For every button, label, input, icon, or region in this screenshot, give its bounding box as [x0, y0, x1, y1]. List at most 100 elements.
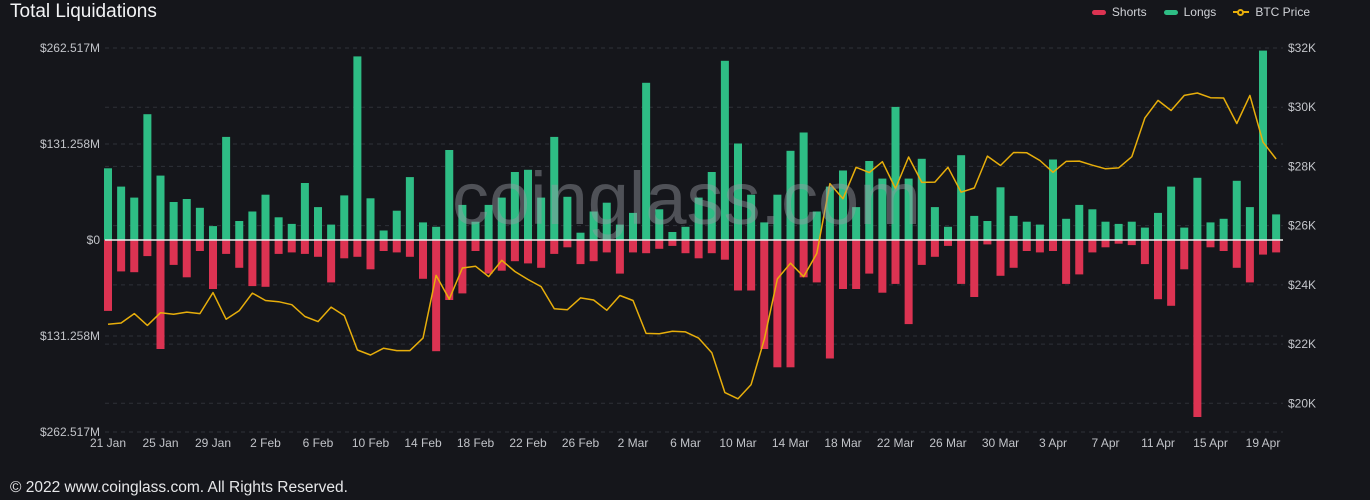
short-bar[interactable]	[169, 240, 178, 265]
short-bar[interactable]	[629, 240, 637, 253]
short-bar[interactable]	[366, 240, 375, 270]
long-bar[interactable]	[484, 204, 493, 240]
long-bar[interactable]	[497, 197, 506, 240]
long-bar[interactable]	[117, 186, 126, 240]
short-bar[interactable]	[195, 240, 204, 251]
short-bar[interactable]	[1180, 240, 1189, 270]
short-bar[interactable]	[419, 240, 427, 279]
long-bar[interactable]	[852, 207, 861, 240]
short-bar[interactable]	[314, 240, 322, 257]
long-bar[interactable]	[445, 150, 454, 240]
long-bar[interactable]	[1127, 221, 1136, 240]
long-bar[interactable]	[222, 136, 231, 240]
long-bar[interactable]	[366, 198, 375, 240]
long-bar[interactable]	[314, 207, 322, 240]
legend-item-longs[interactable]: Longs	[1163, 5, 1216, 19]
long-bar[interactable]	[642, 82, 651, 240]
long-bar[interactable]	[458, 204, 467, 240]
short-bar[interactable]	[694, 240, 703, 259]
long-bar[interactable]	[1022, 221, 1031, 240]
short-bar[interactable]	[484, 240, 493, 274]
short-bar[interactable]	[839, 240, 847, 289]
legend-item-btc-price[interactable]: BTC Price	[1233, 5, 1310, 19]
long-bar[interactable]	[1167, 186, 1176, 240]
short-bar[interactable]	[379, 240, 388, 251]
long-bar[interactable]	[668, 232, 677, 240]
short-bar[interactable]	[130, 240, 139, 273]
short-bar[interactable]	[287, 240, 296, 253]
long-bar[interactable]	[1180, 227, 1189, 240]
short-bar[interactable]	[747, 240, 756, 291]
long-bar[interactable]	[1009, 215, 1018, 240]
long-bar[interactable]	[629, 212, 637, 240]
long-bar[interactable]	[996, 187, 1005, 240]
long-bar[interactable]	[195, 207, 204, 240]
short-bar[interactable]	[786, 240, 795, 368]
long-bar[interactable]	[1219, 218, 1228, 240]
short-bar[interactable]	[563, 240, 572, 248]
long-bar[interactable]	[720, 60, 729, 240]
long-bar[interactable]	[707, 172, 716, 240]
short-bar[interactable]	[392, 240, 401, 253]
short-bar[interactable]	[1009, 240, 1018, 268]
long-bar[interactable]	[1140, 227, 1149, 240]
long-bar[interactable]	[524, 169, 532, 240]
long-bar[interactable]	[1193, 177, 1202, 240]
long-bar[interactable]	[615, 224, 624, 240]
long-bar[interactable]	[655, 209, 664, 240]
short-bar[interactable]	[996, 240, 1005, 276]
short-bar[interactable]	[1075, 240, 1084, 275]
long-bar[interactable]	[1259, 50, 1267, 240]
short-bar[interactable]	[773, 240, 782, 368]
short-bar[interactable]	[812, 240, 821, 283]
long-bar[interactable]	[1075, 204, 1084, 240]
long-bar[interactable]	[300, 183, 309, 240]
chart-canvas[interactable]: $262.517M $131.258M $0 $131.258M $262.517M $3…	[0, 0, 1370, 470]
long-bar[interactable]	[812, 211, 821, 241]
long-bar[interactable]	[156, 175, 165, 240]
short-bar[interactable]	[930, 240, 939, 257]
long-bar[interactable]	[602, 202, 611, 240]
long-bar[interactable]	[1206, 222, 1215, 240]
long-bar[interactable]	[970, 215, 979, 240]
long-bar[interactable]	[130, 197, 139, 240]
short-bar[interactable]	[340, 240, 349, 259]
long-bar[interactable]	[983, 221, 992, 240]
short-bar[interactable]	[1114, 240, 1123, 244]
short-bar[interactable]	[602, 240, 611, 253]
long-bar[interactable]	[786, 150, 795, 240]
long-bar[interactable]	[209, 226, 217, 240]
short-bar[interactable]	[1232, 240, 1241, 268]
short-bar[interactable]	[983, 240, 992, 245]
long-bar[interactable]	[944, 226, 952, 240]
short-bar[interactable]	[1167, 240, 1176, 306]
short-bar[interactable]	[524, 240, 532, 264]
long-bar[interactable]	[1114, 223, 1123, 240]
long-bar[interactable]	[471, 221, 480, 240]
short-bar[interactable]	[1154, 240, 1162, 300]
long-bar[interactable]	[287, 223, 296, 240]
short-bar[interactable]	[274, 240, 283, 254]
long-bar[interactable]	[1154, 212, 1162, 240]
long-bar[interactable]	[353, 56, 362, 241]
long-bar[interactable]	[681, 226, 690, 240]
short-bar[interactable]	[235, 240, 244, 268]
long-bar[interactable]	[694, 197, 703, 240]
long-bar[interactable]	[773, 194, 782, 240]
short-bar[interactable]	[497, 240, 506, 271]
short-bar[interactable]	[550, 240, 559, 254]
short-bar[interactable]	[1259, 240, 1267, 255]
liquidation-bars[interactable]	[104, 50, 1281, 417]
short-bar[interactable]	[904, 240, 913, 325]
short-bar[interactable]	[182, 240, 191, 278]
short-bar[interactable]	[156, 240, 165, 349]
short-bar[interactable]	[615, 240, 624, 274]
short-bar[interactable]	[707, 240, 716, 254]
long-bar[interactable]	[510, 172, 519, 240]
short-bar[interactable]	[1219, 240, 1228, 251]
short-bar[interactable]	[1193, 240, 1202, 417]
short-bar[interactable]	[104, 240, 112, 311]
long-bar[interactable]	[760, 222, 769, 240]
short-bar[interactable]	[222, 240, 231, 254]
short-bar[interactable]	[1049, 240, 1057, 251]
